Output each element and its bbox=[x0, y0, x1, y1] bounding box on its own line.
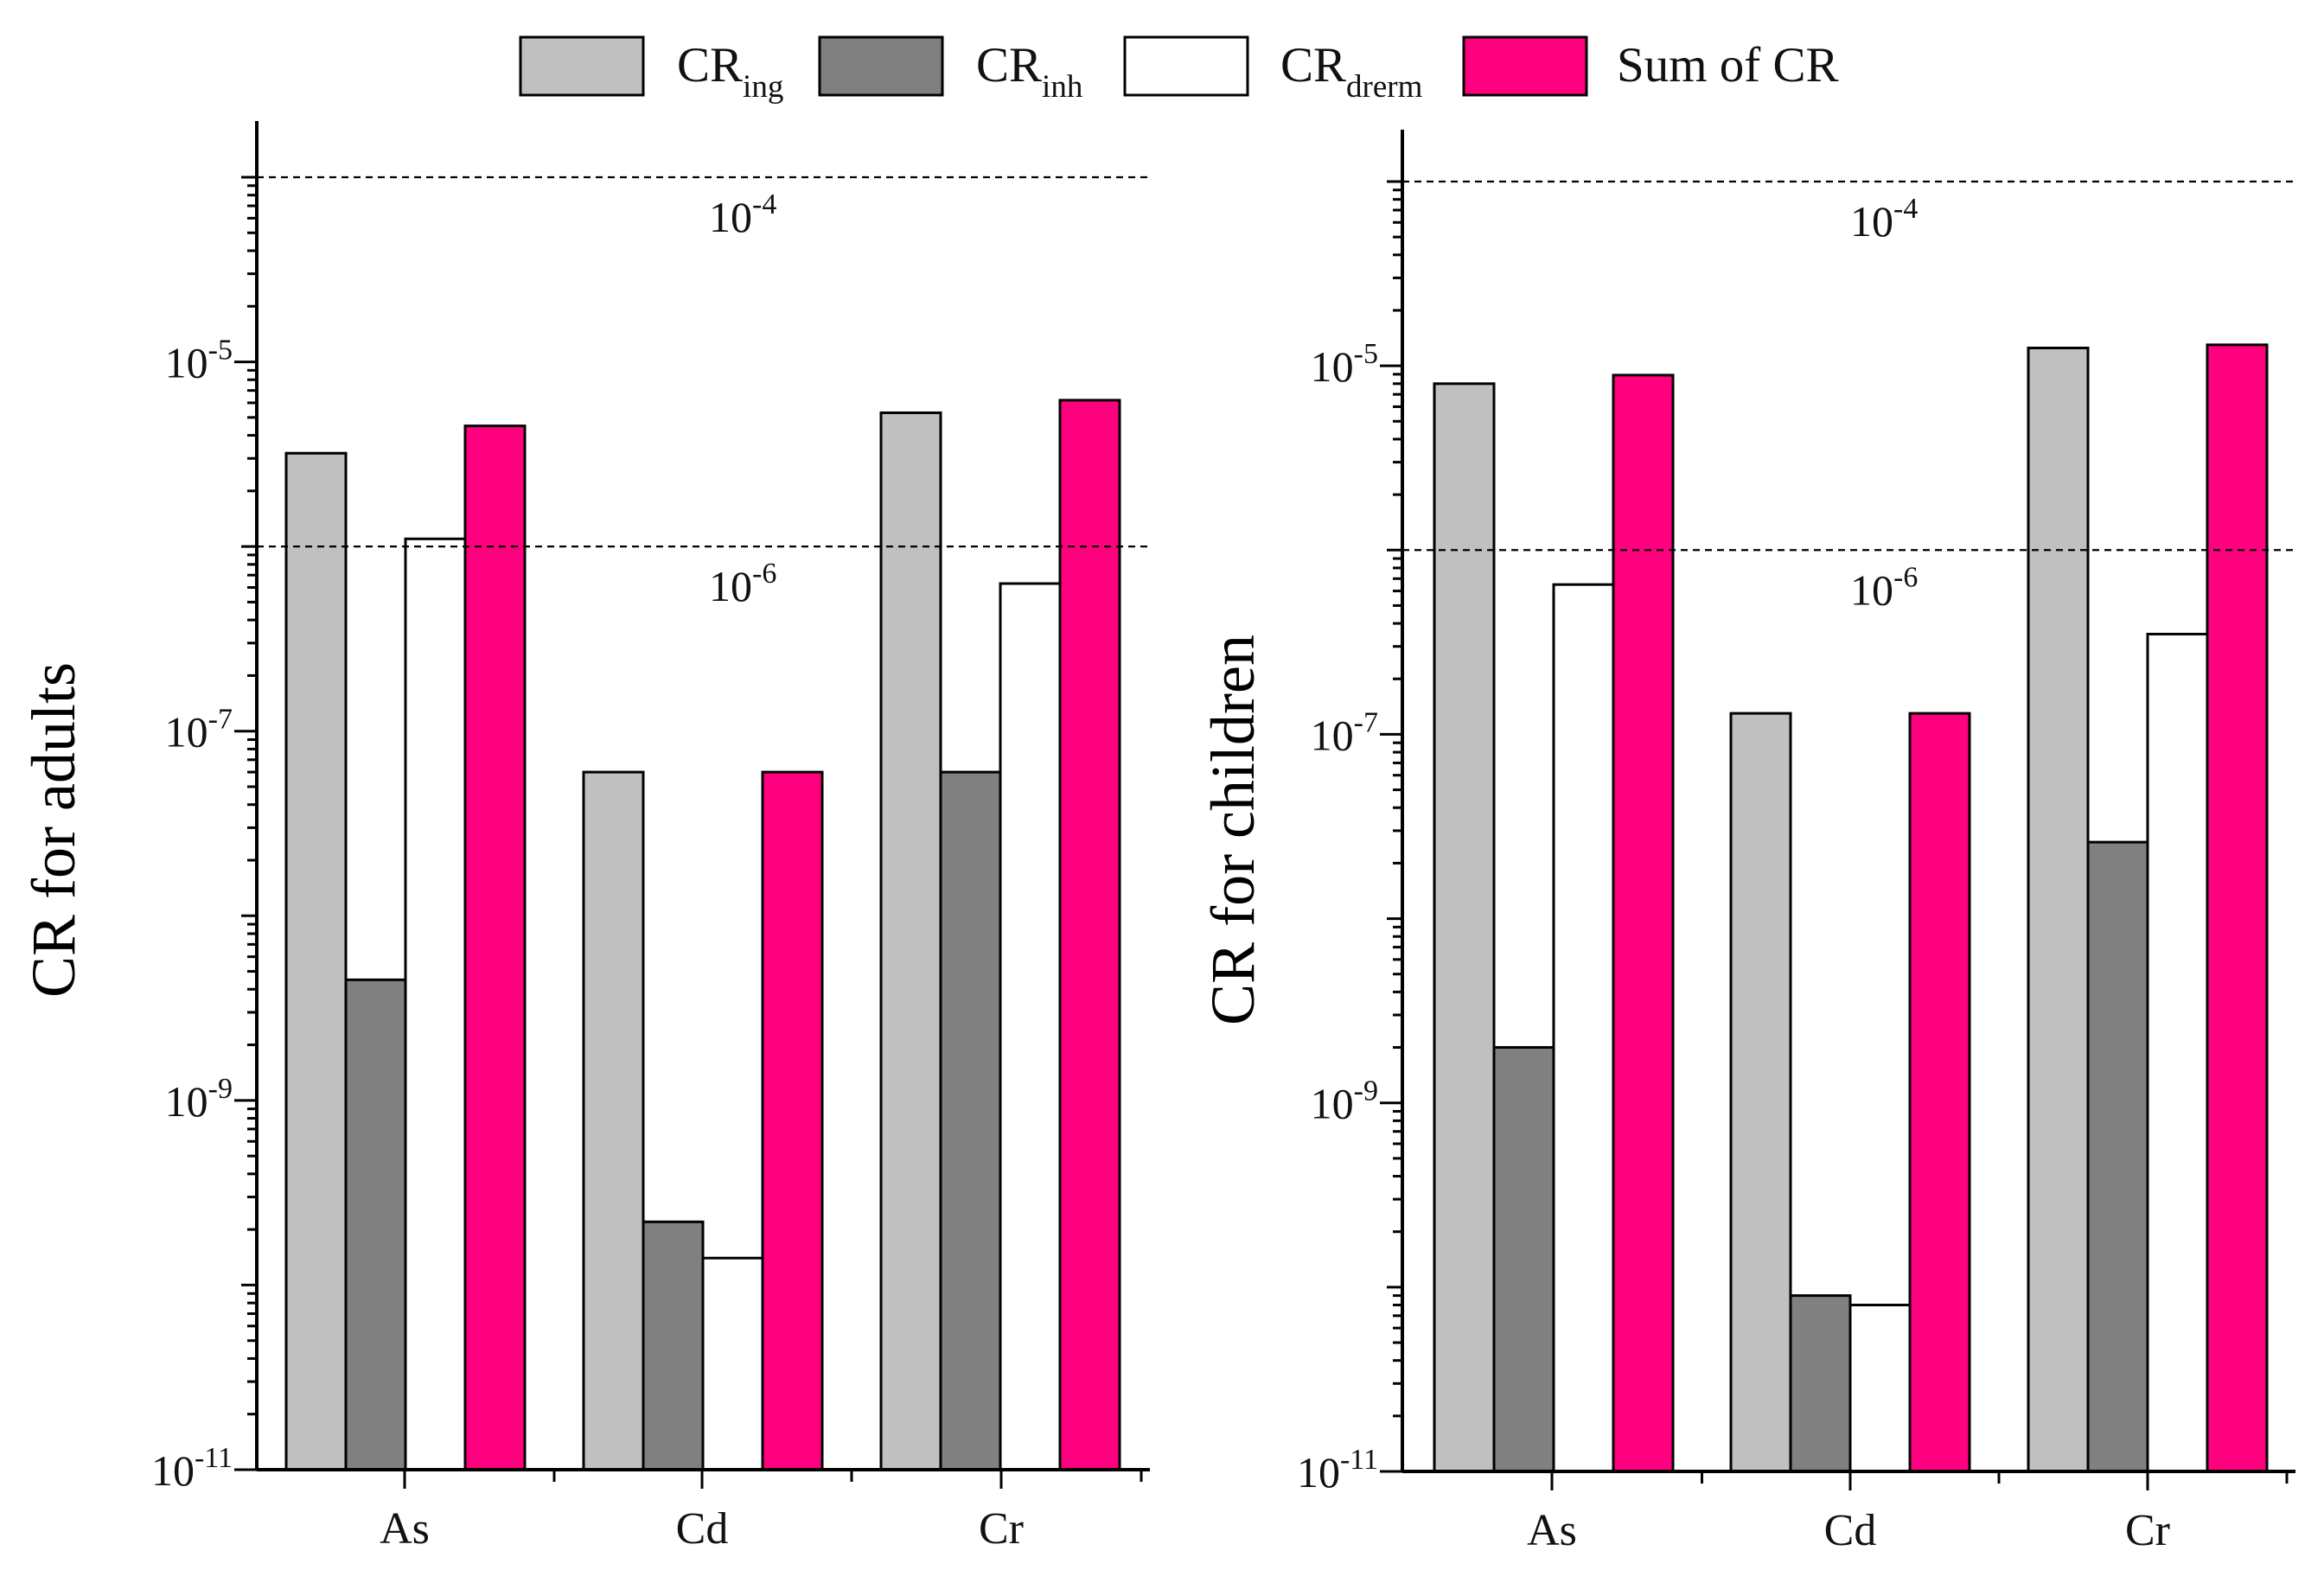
y-tick-label-adults-m7: 10-7 bbox=[165, 704, 233, 756]
panel-adults: 10-4 10-6 10-11 10-9 10-7 10-5 As Cd Cr CR for ad… bbox=[19, 121, 1150, 1554]
ref-label-children-m6: 10-6 bbox=[1850, 561, 1918, 614]
legend-label-inh: CRinh bbox=[976, 38, 1083, 105]
bar-adults-cd-sum bbox=[761, 770, 824, 1471]
x-tick-label-adults-as: As bbox=[380, 1504, 430, 1554]
bar-children-cr-sum bbox=[2206, 343, 2269, 1473]
y-tick-label-children-m11: 10-11 bbox=[1297, 1444, 1378, 1496]
bar-children-cd-derm bbox=[1848, 1304, 1912, 1473]
legend-label-sum: Sum of CR bbox=[1617, 38, 1839, 93]
bar-children-cd-inh bbox=[1789, 1294, 1852, 1473]
bar-adults-cr-inh bbox=[939, 770, 1002, 1471]
ref-label-adults-m6: 10-6 bbox=[709, 558, 776, 610]
legend-label-ing: CRing bbox=[677, 38, 783, 105]
legend-item-inh: CRinh bbox=[818, 35, 1083, 105]
bar-children-as-sum bbox=[1612, 373, 1675, 1473]
bar-children-as-ing bbox=[1433, 382, 1496, 1473]
bar-adults-cr-sum bbox=[1058, 399, 1121, 1471]
x-tick-label-children-cd: Cd bbox=[1824, 1506, 1877, 1555]
legend: CRing CRinh CRdrerm Sum of CR bbox=[519, 35, 1839, 105]
bar-adults-as-sum bbox=[463, 424, 527, 1471]
y-tick-label-children-m7: 10-7 bbox=[1311, 706, 1378, 759]
bar-adults-cd-inh bbox=[642, 1220, 705, 1471]
bar-adults-as-inh bbox=[344, 978, 407, 1471]
x-tick-label-children-as: As bbox=[1527, 1506, 1577, 1555]
ref-label-adults-m4: 10-4 bbox=[709, 188, 776, 241]
legend-swatch-derm bbox=[1123, 35, 1249, 97]
bar-adults-as-ing bbox=[284, 451, 348, 1471]
bar-children-cr-inh bbox=[2086, 840, 2149, 1473]
bar-adults-cd-ing bbox=[582, 770, 645, 1471]
y-axis-title-adults: CR for adults bbox=[19, 662, 88, 998]
legend-item-sum: Sum of CR bbox=[1462, 35, 1839, 97]
x-tick-label-adults-cr: Cr bbox=[979, 1504, 1024, 1554]
ref-label-children-m4: 10-4 bbox=[1850, 193, 1918, 246]
bar-children-as-derm bbox=[1552, 583, 1615, 1473]
bar-adults-as-derm bbox=[404, 537, 467, 1471]
y-tick-label-children-m5: 10-5 bbox=[1311, 338, 1378, 391]
legend-swatch-ing bbox=[519, 35, 645, 97]
y-tick-label-adults-m11: 10-11 bbox=[151, 1442, 233, 1495]
legend-swatch-inh bbox=[818, 35, 944, 97]
bar-children-as-inh bbox=[1492, 1046, 1555, 1473]
y-tick-label-adults-m9: 10-9 bbox=[165, 1073, 233, 1126]
y-tick-label-children-m9: 10-9 bbox=[1311, 1075, 1378, 1128]
y-axis-title-children: CR for children bbox=[1198, 635, 1267, 1025]
bar-adults-cr-ing bbox=[879, 411, 942, 1471]
legend-item-derm: CRdrerm bbox=[1123, 35, 1423, 105]
legend-item-ing: CRing bbox=[519, 35, 783, 105]
bar-children-cr-derm bbox=[2146, 632, 2209, 1473]
panel-children: 10-4 10-6 10-11 10-9 10-7 10-5 As Cd Cr CR for ch… bbox=[1198, 130, 2295, 1555]
y-tick-label-adults-m5: 10-5 bbox=[165, 335, 233, 387]
legend-label-derm: CRdrerm bbox=[1280, 38, 1423, 105]
legend-swatch-sum bbox=[1462, 35, 1588, 97]
bar-adults-cd-derm bbox=[701, 1256, 764, 1471]
bar-children-cd-ing bbox=[1729, 712, 1792, 1473]
x-tick-label-children-cr: Cr bbox=[2125, 1506, 2170, 1555]
bar-adults-cr-derm bbox=[999, 582, 1062, 1471]
bar-children-cr-ing bbox=[2027, 346, 2090, 1473]
bar-children-cd-sum bbox=[1908, 712, 1971, 1473]
x-tick-label-adults-cd: Cd bbox=[676, 1504, 729, 1554]
